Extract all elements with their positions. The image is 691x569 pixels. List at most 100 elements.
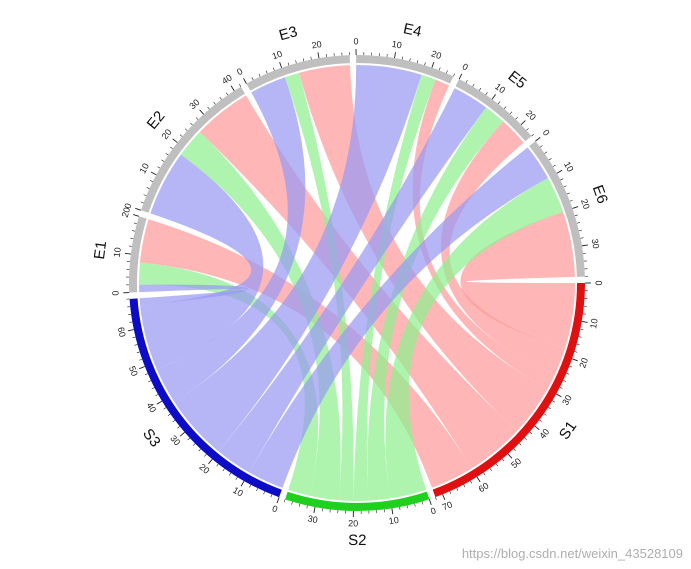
tick-mark: [187, 437, 191, 441]
tick-mark: [555, 393, 562, 398]
tick-mark: [135, 207, 142, 211]
tick-label: 50: [509, 456, 523, 470]
tick-mark: [240, 480, 245, 487]
tick-label: 50: [127, 365, 140, 378]
tick-label: 0: [541, 128, 552, 138]
tick-mark: [518, 443, 522, 446]
tick-mark: [190, 122, 193, 126]
tick-mark: [287, 62, 290, 66]
tick-mark: [170, 146, 173, 149]
tick-mark: [199, 109, 204, 115]
sector-arc-e2: [140, 86, 245, 213]
tick-mark: [574, 214, 578, 217]
link-s1-e5: [440, 121, 565, 376]
tick-mark: [421, 501, 424, 505]
tick-mark: [569, 199, 573, 202]
tick-mark: [552, 400, 556, 403]
tick-mark: [485, 92, 488, 95]
tick-mark: [497, 101, 501, 105]
tick-mark: [539, 419, 542, 422]
tick-mark: [317, 52, 320, 59]
tick-label: 60: [116, 326, 128, 338]
tick-mark: [438, 67, 441, 71]
tick-mark: [572, 206, 579, 209]
tick-mark: [208, 458, 213, 465]
link-s2-e6: [385, 178, 564, 499]
tick-mark: [495, 463, 499, 467]
sector-label-e6: E6: [589, 183, 611, 206]
tick-mark: [435, 496, 437, 501]
tick-mark: [489, 468, 492, 471]
tick-label: 30: [168, 433, 182, 447]
tick-mark: [198, 448, 201, 452]
tick-mark: [127, 329, 134, 332]
tick-mark: [501, 458, 505, 462]
tick-mark: [458, 73, 463, 80]
tick-label: 0: [110, 290, 120, 295]
tick-mark: [449, 491, 452, 495]
tick-mark: [272, 67, 275, 71]
tick-mark: [149, 180, 153, 182]
tick-label: 10: [493, 81, 507, 95]
tick-label: 20: [430, 48, 443, 61]
watermark-text: https://blog.csdn.net/weixin_43528109: [461, 546, 683, 561]
tick-mark: [179, 431, 185, 437]
tick-label: 20: [577, 357, 590, 370]
tick-label: 40: [144, 401, 158, 415]
tick-mark: [563, 185, 567, 188]
tick-mark: [230, 85, 235, 92]
tick-mark: [539, 145, 543, 148]
tick-label: 30: [187, 97, 201, 111]
tick-mark: [265, 70, 268, 74]
tick-mark: [219, 96, 222, 100]
tick-mark: [283, 499, 286, 503]
tick-label: 30: [307, 513, 319, 525]
link-s3-e5: [218, 88, 487, 473]
tick-mark: [552, 164, 556, 167]
tick-mark: [453, 73, 455, 77]
tick-mark: [313, 507, 316, 514]
tick-mark: [270, 494, 273, 498]
tick-mark: [578, 336, 582, 338]
tick-label: 30: [590, 238, 601, 250]
tick-mark: [133, 214, 140, 217]
tick-mark: [414, 503, 416, 507]
tick-mark: [544, 151, 548, 154]
tick-mark: [229, 472, 232, 476]
sector-arc-e1: [129, 216, 147, 293]
tick-mark: [574, 351, 578, 353]
tick-mark: [243, 78, 247, 84]
tick-mark: [515, 116, 518, 120]
tick-mark: [256, 488, 259, 492]
tick-mark: [143, 194, 147, 197]
tick-label: 0: [122, 202, 133, 210]
tick-mark: [163, 407, 167, 410]
tick-mark: [529, 431, 533, 435]
tick-mark: [456, 487, 459, 491]
tick-mark: [179, 134, 183, 137]
tick-mark: [416, 60, 419, 64]
tick-mark: [472, 83, 475, 87]
tick-mark: [225, 92, 229, 96]
tick-mark: [222, 468, 225, 472]
tick-mark: [161, 159, 165, 162]
sector-label-s1: S1: [556, 418, 580, 443]
tick-mark: [526, 128, 529, 131]
tick-mark: [524, 437, 527, 440]
tick-mark: [172, 138, 178, 143]
tick-mark: [140, 201, 144, 204]
tick-mark: [534, 425, 540, 431]
tick-mark: [580, 328, 584, 330]
tick-mark: [251, 77, 254, 81]
tick-mark: [548, 406, 551, 410]
tick-label: 0: [461, 61, 470, 72]
link-s3-e3: [156, 77, 306, 403]
sector-arc-e6: [529, 141, 585, 277]
sector-arc-e4: [356, 54, 454, 84]
tick-mark: [279, 62, 283, 68]
tick-mark: [258, 73, 261, 77]
sector-arc-s2: [285, 491, 430, 512]
tick-label: 20: [120, 206, 132, 219]
link-s3-e4: [174, 65, 422, 452]
tick-label: 20: [311, 39, 323, 51]
